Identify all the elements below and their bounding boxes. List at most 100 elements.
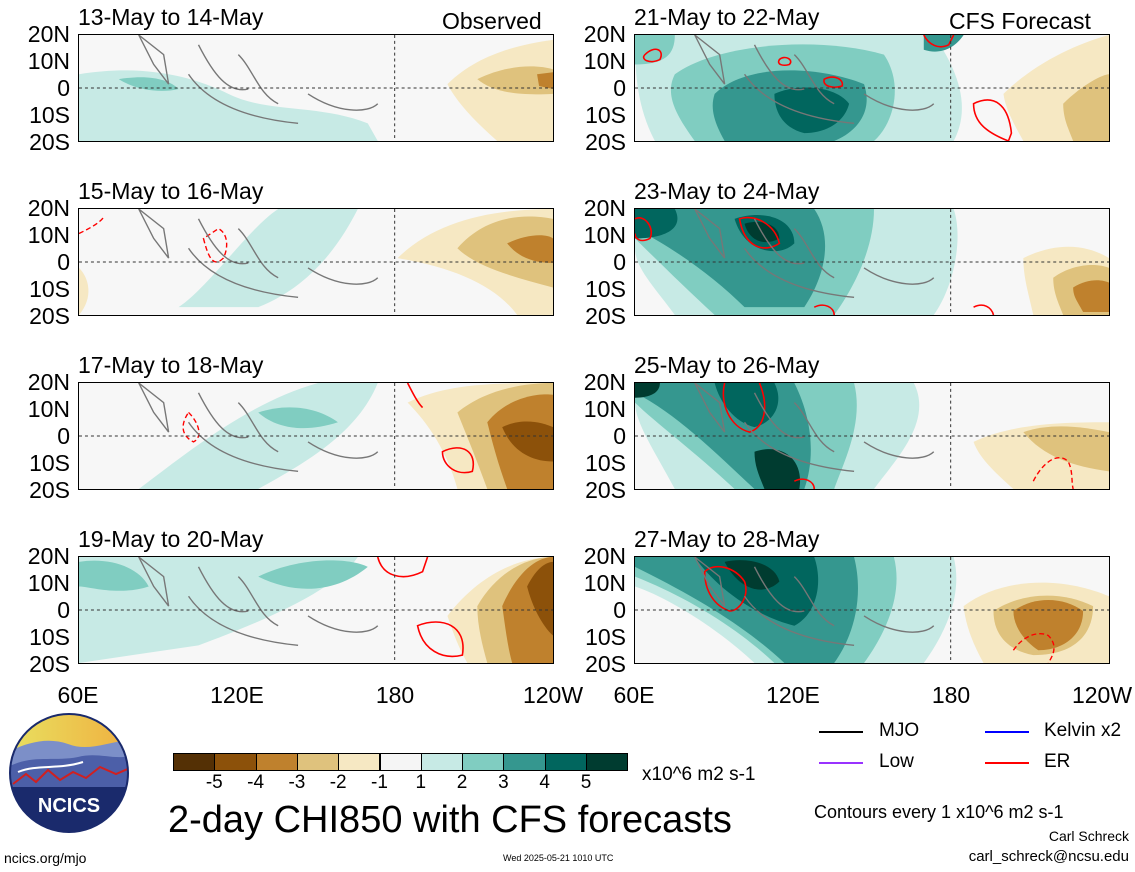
colorbar-swatch xyxy=(296,753,340,771)
lat-label-right-2-3: 0 xyxy=(613,249,626,275)
lat-label-left-2-1: 20N xyxy=(27,195,70,221)
map-panel-fc-2 xyxy=(634,208,1110,316)
colorbar-swatch xyxy=(586,753,629,771)
lat-label-right-4-5: 20S xyxy=(585,651,626,677)
panel-title-fc-1: 21-May to 22-May xyxy=(634,4,820,30)
lat-label-right-2-4: 10S xyxy=(585,276,626,302)
colorbar-tick-label: -4 xyxy=(247,772,265,793)
timestamp: Wed 2025-05-21 1010 UTC xyxy=(503,853,614,863)
lat-label-left-4-1: 20N xyxy=(27,543,70,569)
map-panel-obs-2 xyxy=(78,208,554,316)
lat-label-left-3-5: 20S xyxy=(29,477,70,503)
lat-label-left-1-3: 0 xyxy=(57,75,70,101)
lat-label-left-3-2: 10N xyxy=(27,396,70,422)
colorbar-tick-label: 2 xyxy=(456,772,468,793)
lat-label-right-1-4: 10S xyxy=(585,102,626,128)
panel-title-obs-4: 19-May to 20-May xyxy=(78,526,264,552)
map-panel-obs-4 xyxy=(78,556,554,664)
lon-label-right-120w: 120W xyxy=(1071,682,1133,708)
lat-label-right-1-5: 20S xyxy=(585,129,626,155)
lat-label-left-3-3: 0 xyxy=(57,423,70,449)
lat-label-left-1-5: 20S xyxy=(29,129,70,155)
lon-label-right-60e: 60E xyxy=(613,682,655,708)
lat-label-right-1-3: 0 xyxy=(613,75,626,101)
lat-label-right-4-4: 10S xyxy=(585,624,626,650)
colorbar-swatch xyxy=(379,753,422,771)
lat-label-right-4-1: 20N xyxy=(583,543,626,569)
legend-low-line xyxy=(819,762,863,764)
panel-title-obs-3: 17-May to 18-May xyxy=(78,352,264,378)
lon-label-left-120e: 120E xyxy=(210,682,264,708)
lon-label-right-180: 180 xyxy=(931,682,971,708)
lat-label-left-1-4: 10S xyxy=(29,102,70,128)
colorbar-tick-label: 4 xyxy=(539,772,550,793)
colorbar-tick-label: -2 xyxy=(329,772,347,793)
legend-er-label: ER xyxy=(1044,751,1071,772)
legend-er-line xyxy=(985,762,1029,764)
legend-mjo-line xyxy=(819,731,863,733)
colorbar-swatch xyxy=(462,753,505,771)
colorbar-swatch xyxy=(338,753,381,771)
lat-label-right-3-4: 10S xyxy=(585,450,626,476)
colorbar-swatch xyxy=(544,753,587,771)
website-link[interactable]: ncics.org/mjo xyxy=(4,850,87,866)
colorbar-swatch xyxy=(173,753,216,771)
colorbar-swatch xyxy=(214,753,257,771)
map-panel-fc-1 xyxy=(634,34,1110,142)
lat-label-left-2-2: 10N xyxy=(27,222,70,248)
colorbar-swatch xyxy=(503,753,546,771)
panel-title-obs-1: 13-May to 14-May xyxy=(78,4,264,30)
colorbar-tick-label: -1 xyxy=(371,772,388,793)
lat-label-left-1-2: 10N xyxy=(27,48,70,74)
colorbar-tick-label: 1 xyxy=(415,772,427,793)
lat-label-left-4-4: 10S xyxy=(29,624,70,650)
colorbar-tick-label: -5 xyxy=(205,772,223,793)
lat-label-right-1-2: 10N xyxy=(583,48,626,74)
lat-label-right-3-2: 10N xyxy=(583,396,626,422)
lat-label-right-2-1: 20N xyxy=(583,195,626,221)
lat-label-left-1-1: 20N xyxy=(27,21,70,47)
lat-label-right-2-5: 20S xyxy=(585,303,626,329)
lon-label-right-120e: 120E xyxy=(766,682,820,708)
lat-label-right-4-2: 10N xyxy=(583,570,626,596)
ncics-logo: NCICS xyxy=(8,712,130,834)
observed-label: Observed xyxy=(442,8,542,34)
panel-title-fc-4: 27-May to 28-May xyxy=(634,526,820,552)
lat-label-right-3-5: 20S xyxy=(585,477,626,503)
map-panel-obs-3 xyxy=(78,382,554,490)
lat-label-left-3-1: 20N xyxy=(27,369,70,395)
panel-title-obs-2: 15-May to 16-May xyxy=(78,178,264,204)
lat-label-right-2-2: 10N xyxy=(583,222,626,248)
colorbar-units: x10^6 m2 s-1 xyxy=(642,764,756,785)
lon-label-left-60e: 60E xyxy=(57,682,99,708)
panel-title-fc-2: 23-May to 24-May xyxy=(634,178,820,204)
lat-label-right-3-3: 0 xyxy=(613,423,626,449)
lat-label-left-4-5: 20S xyxy=(29,651,70,677)
lat-label-left-2-5: 20S xyxy=(29,303,70,329)
main-title: 2-day CHI850 with CFS forecasts xyxy=(168,799,732,841)
lat-label-left-2-4: 10S xyxy=(29,276,70,302)
colorbar-swatch xyxy=(420,753,464,771)
colorbar-tick-label: 5 xyxy=(580,772,592,793)
map-panel-fc-3 xyxy=(634,382,1110,490)
lon-label-left-120w: 120W xyxy=(522,682,584,708)
legend-kelvin-label: Kelvin x2 xyxy=(1044,720,1122,741)
colorbar-tick-label: 3 xyxy=(498,772,509,793)
colorbar-tick-label: -3 xyxy=(288,772,306,793)
map-panel-obs-1 xyxy=(78,34,554,142)
forecast-label: CFS Forecast xyxy=(949,8,1091,34)
lat-label-left-3-4: 10S xyxy=(29,450,70,476)
map-panel-fc-4 xyxy=(634,556,1110,664)
contours-note: Contours every 1 x10^6 m2 s-1 xyxy=(814,802,1064,822)
legend-kelvin-line xyxy=(985,731,1029,733)
author-email: carl_schreck@ncsu.edu xyxy=(968,848,1129,865)
lat-label-right-3-1: 20N xyxy=(583,369,626,395)
author-name: Carl Schreck xyxy=(1048,828,1129,844)
lat-label-right-1-1: 20N xyxy=(583,21,626,47)
panel-title-fc-3: 25-May to 26-May xyxy=(634,352,820,378)
legend-low-label: Low xyxy=(879,751,914,772)
lat-label-right-4-3: 0 xyxy=(613,597,626,623)
logo-text: NCICS xyxy=(38,795,100,817)
legend-mjo-label: MJO xyxy=(879,720,920,741)
lat-label-left-2-3: 0 xyxy=(57,249,70,275)
